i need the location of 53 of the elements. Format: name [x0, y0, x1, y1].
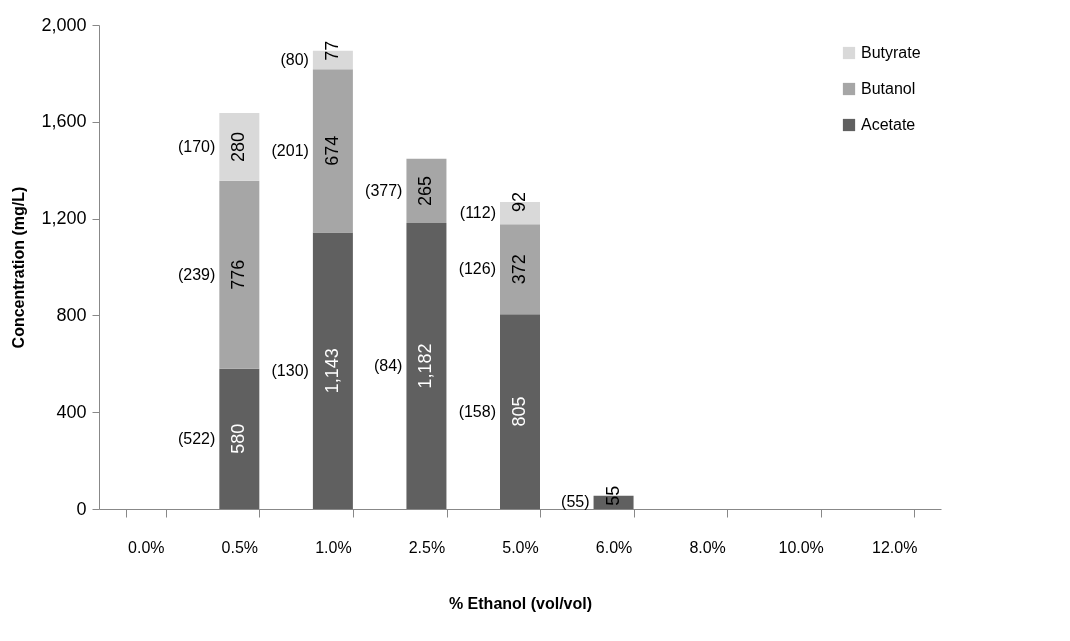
data-label: 674	[321, 135, 342, 166]
bar	[219, 180, 260, 369]
data-label: 77	[321, 40, 342, 61]
data-label: 776	[228, 259, 249, 290]
bar	[406, 222, 447, 509]
legend-label: Acetate	[861, 116, 916, 133]
data-label: 265	[415, 175, 436, 206]
x-tick-label: 0.5%	[221, 538, 259, 556]
legend-label: Butanol	[861, 80, 916, 97]
y-tick-label: 0	[76, 498, 87, 519]
y-tick-label: 800	[56, 304, 87, 325]
data-label: 1,182	[415, 343, 436, 389]
data-label: 92	[509, 191, 529, 212]
bar	[312, 69, 353, 233]
bar	[500, 224, 540, 315]
annotation: (522)	[177, 429, 216, 447]
annotation: (80)	[280, 50, 309, 68]
annotation: (170)	[177, 137, 216, 155]
annotation: (55)	[561, 493, 590, 511]
annotation: (130)	[271, 361, 309, 379]
annotation: (377)	[365, 181, 403, 199]
x-tick-label: 8.0%	[689, 538, 726, 556]
bar	[219, 113, 260, 181]
annotation: (201)	[271, 141, 309, 159]
annotation: (112)	[459, 204, 496, 222]
data-label: 805	[509, 396, 529, 427]
annotation: (158)	[458, 402, 496, 420]
annotation: (239)	[177, 265, 216, 283]
y-axis-title: Concentration (mg/L)	[10, 186, 28, 349]
bar	[219, 368, 260, 509]
annotation: (84)	[373, 356, 403, 374]
data-label: 55	[602, 485, 623, 506]
x-tick-label: 1.0%	[315, 538, 352, 556]
x-axis-title: % Ethanol (vol/vol)	[448, 594, 593, 612]
x-tick-label: 5.0%	[502, 538, 539, 556]
bar	[500, 314, 540, 509]
data-label: 1,143	[321, 348, 342, 394]
x-tick-label: 6.0%	[595, 538, 633, 556]
y-tick-label: 1,200	[41, 208, 87, 229]
x-tick-label: 12.0%	[872, 538, 918, 556]
y-tick-label: 400	[56, 401, 87, 422]
data-label: 580	[228, 423, 249, 454]
y-tick-label: 1,600	[41, 111, 87, 132]
y-tick-label: 2,000	[41, 14, 87, 35]
data-label: 280	[228, 131, 249, 162]
bar	[406, 158, 447, 223]
x-tick-label: 2.5%	[408, 538, 446, 556]
x-tick-label: 0.0%	[128, 538, 165, 556]
bar	[312, 232, 353, 509]
data-label: 372	[509, 254, 529, 285]
legend-label: Butyrate	[861, 44, 921, 61]
x-tick-label: 10.0%	[778, 538, 824, 556]
annotation: (126)	[458, 260, 496, 278]
